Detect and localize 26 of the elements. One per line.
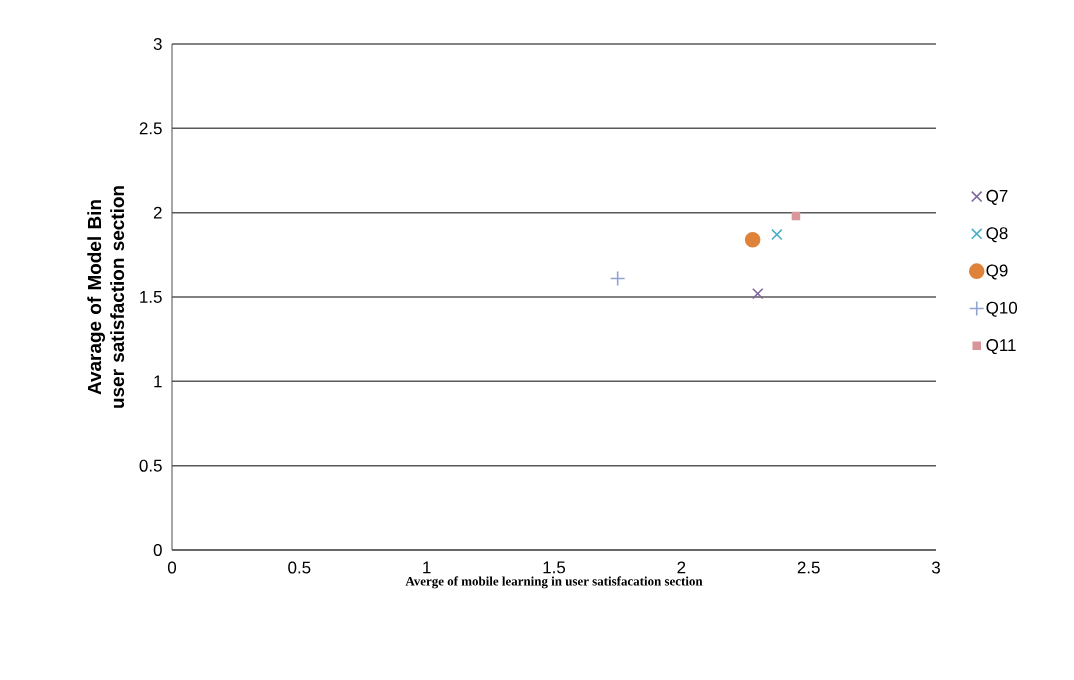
y-tick-label: 2.5: [139, 122, 162, 135]
legend-label: Q10: [986, 301, 1018, 317]
x-tick-label: 2.5: [797, 561, 820, 574]
point: [744, 231, 761, 248]
x-tick-label: 1: [423, 561, 431, 574]
point: [791, 211, 801, 221]
point: [752, 287, 764, 300]
x-tick-label: 3: [931, 561, 940, 574]
y-tick-label: 1.5: [140, 291, 162, 303]
point: [609, 270, 626, 287]
x-tick-label: 0: [167, 561, 177, 574]
x-axis-title: Averge of mobile learning in user satisfacation section: [405, 576, 703, 589]
point: [771, 228, 783, 241]
legend-label: Q7: [986, 189, 1008, 205]
y-tick-label: 3: [153, 38, 162, 50]
x-tick-label: 0.5: [288, 561, 311, 574]
legend-label: Q11: [986, 339, 1016, 355]
y-tick-label: 2: [153, 206, 162, 219]
y-tick-label: 0: [153, 544, 162, 556]
y-tick-label: 1: [154, 375, 162, 388]
legend-label: Q9: [986, 264, 1008, 280]
legend-label: Q8: [986, 227, 1008, 243]
x-tick-label: 1.5: [543, 561, 566, 574]
y-axis-title: Avarage of Model Bin user satisfaction section: [87, 186, 125, 408]
y-tick-label: 0.5: [139, 459, 162, 472]
x-tick-label: 2: [677, 561, 686, 574]
